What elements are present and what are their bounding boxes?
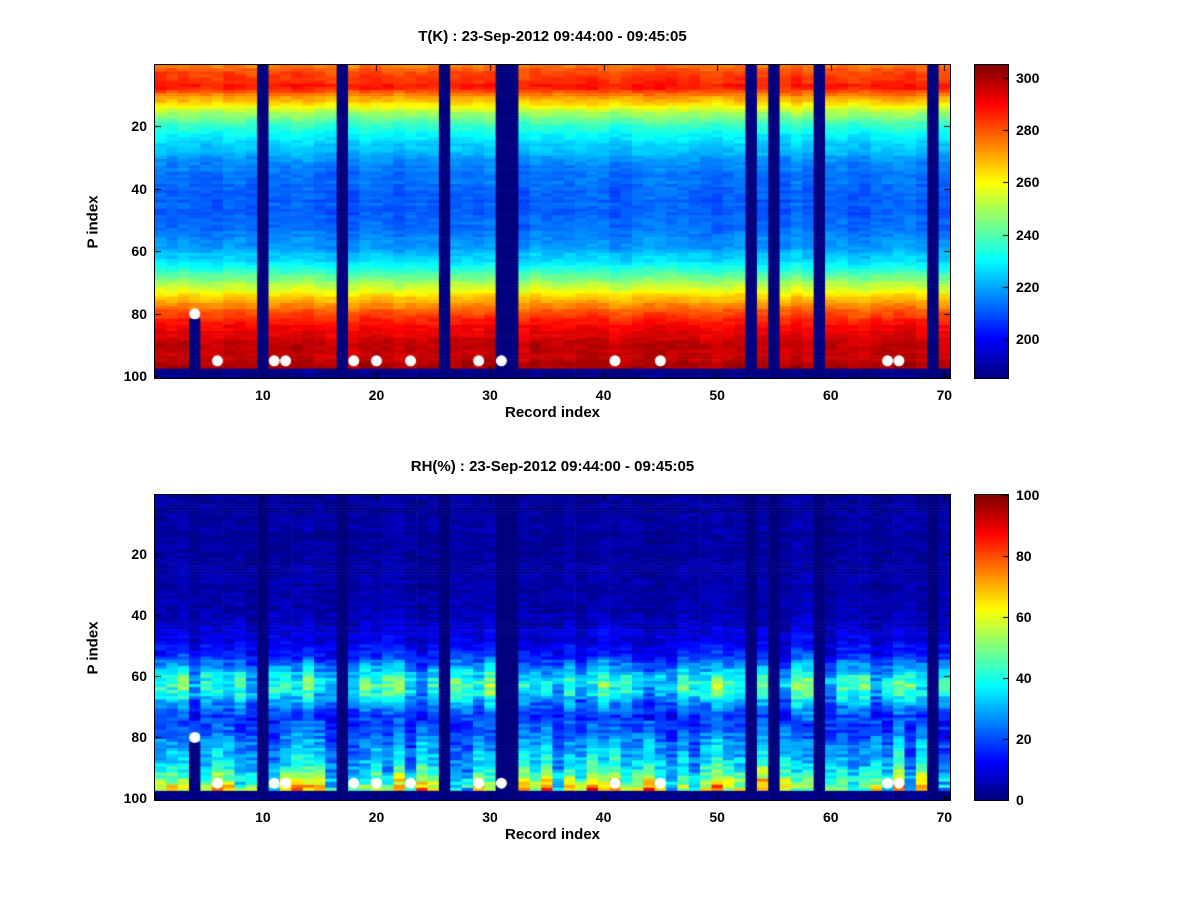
x-tick-label: 60 — [822, 809, 839, 825]
colorbar-tick-label: 300 — [1016, 70, 1040, 87]
y-tick-label: 40 — [131, 607, 147, 624]
colorbar-tick-label: 0 — [1016, 792, 1024, 808]
humidity-x-axis-label: Record index — [504, 826, 601, 843]
colorbar-tick-label: 240 — [1016, 226, 1040, 243]
y-tick-label: 100 — [123, 368, 147, 385]
colorbar-tick-label: 80 — [1016, 548, 1032, 564]
y-tick-label: 60 — [131, 243, 147, 260]
colorbar-tick-label: 220 — [1016, 278, 1040, 295]
colorbar-tick-label: 260 — [1016, 174, 1040, 191]
x-tick-label: 40 — [595, 387, 612, 403]
y-tick-label: 100 — [123, 790, 147, 807]
y-tick-label: 80 — [131, 729, 147, 746]
humidity-heatmap-canvas — [154, 494, 951, 801]
temperature-x-axis-label: Record index — [504, 404, 601, 421]
x-tick-label: 30 — [482, 387, 498, 403]
y-tick-label: 20 — [131, 118, 147, 135]
x-tick-label: 50 — [709, 387, 725, 403]
y-tick-label: 60 — [131, 668, 147, 685]
humidity-y-axis-label: P index — [84, 620, 102, 675]
x-tick-label: 40 — [595, 809, 612, 825]
y-tick-label: 80 — [131, 305, 147, 322]
x-tick-label: 10 — [255, 809, 271, 825]
temperature-y-axis-label: P index — [84, 194, 102, 249]
humidity-plot: RH(%) : 23-Sep-2012 09:44:00 - 09:45:05 … — [85, 458, 1040, 843]
temperature-colorbar-canvas — [974, 64, 1009, 379]
x-tick-label: 50 — [709, 809, 725, 825]
humidity-plot-title: RH(%) : 23-Sep-2012 09:44:00 - 09:45:05 — [410, 458, 695, 475]
temperature-heatmap-canvas — [154, 64, 951, 379]
colorbar-tick-label: 20 — [1016, 731, 1032, 747]
colorbar-tick-label: 40 — [1016, 670, 1032, 686]
colorbar-tick-label: 100 — [1016, 487, 1040, 503]
x-tick-label: 20 — [368, 809, 385, 825]
humidity-colorbar-canvas — [974, 494, 1009, 801]
x-tick-label: 60 — [822, 387, 839, 403]
y-tick-label: 40 — [131, 180, 147, 197]
x-tick-label: 10 — [255, 387, 271, 403]
x-tick-label: 70 — [936, 809, 953, 825]
x-tick-label: 30 — [482, 809, 498, 825]
x-tick-label: 20 — [368, 387, 385, 403]
colorbar-tick-label: 60 — [1016, 609, 1032, 625]
temperature-plot-title: T(K) : 23-Sep-2012 09:44:00 - 09:45:05 — [418, 28, 687, 45]
temperature-colorbar: 200 220 240 260 280 300 — [974, 64, 1039, 379]
colorbar-tick-label: 200 — [1016, 330, 1040, 347]
colorbar-tick-label: 280 — [1016, 122, 1040, 139]
humidity-colorbar: 0 20 40 60 80 100 — [974, 487, 1039, 808]
x-tick-label: 70 — [936, 387, 953, 403]
y-tick-label: 20 — [131, 546, 147, 563]
temperature-plot: T(K) : 23-Sep-2012 09:44:00 - 09:45:05 P… — [85, 28, 1040, 421]
